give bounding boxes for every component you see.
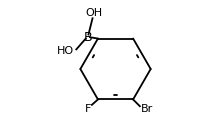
Text: F: F <box>85 104 92 114</box>
Text: OH: OH <box>85 8 102 18</box>
Text: Br: Br <box>141 104 153 114</box>
Text: B: B <box>84 31 93 44</box>
Text: HO: HO <box>57 46 74 56</box>
